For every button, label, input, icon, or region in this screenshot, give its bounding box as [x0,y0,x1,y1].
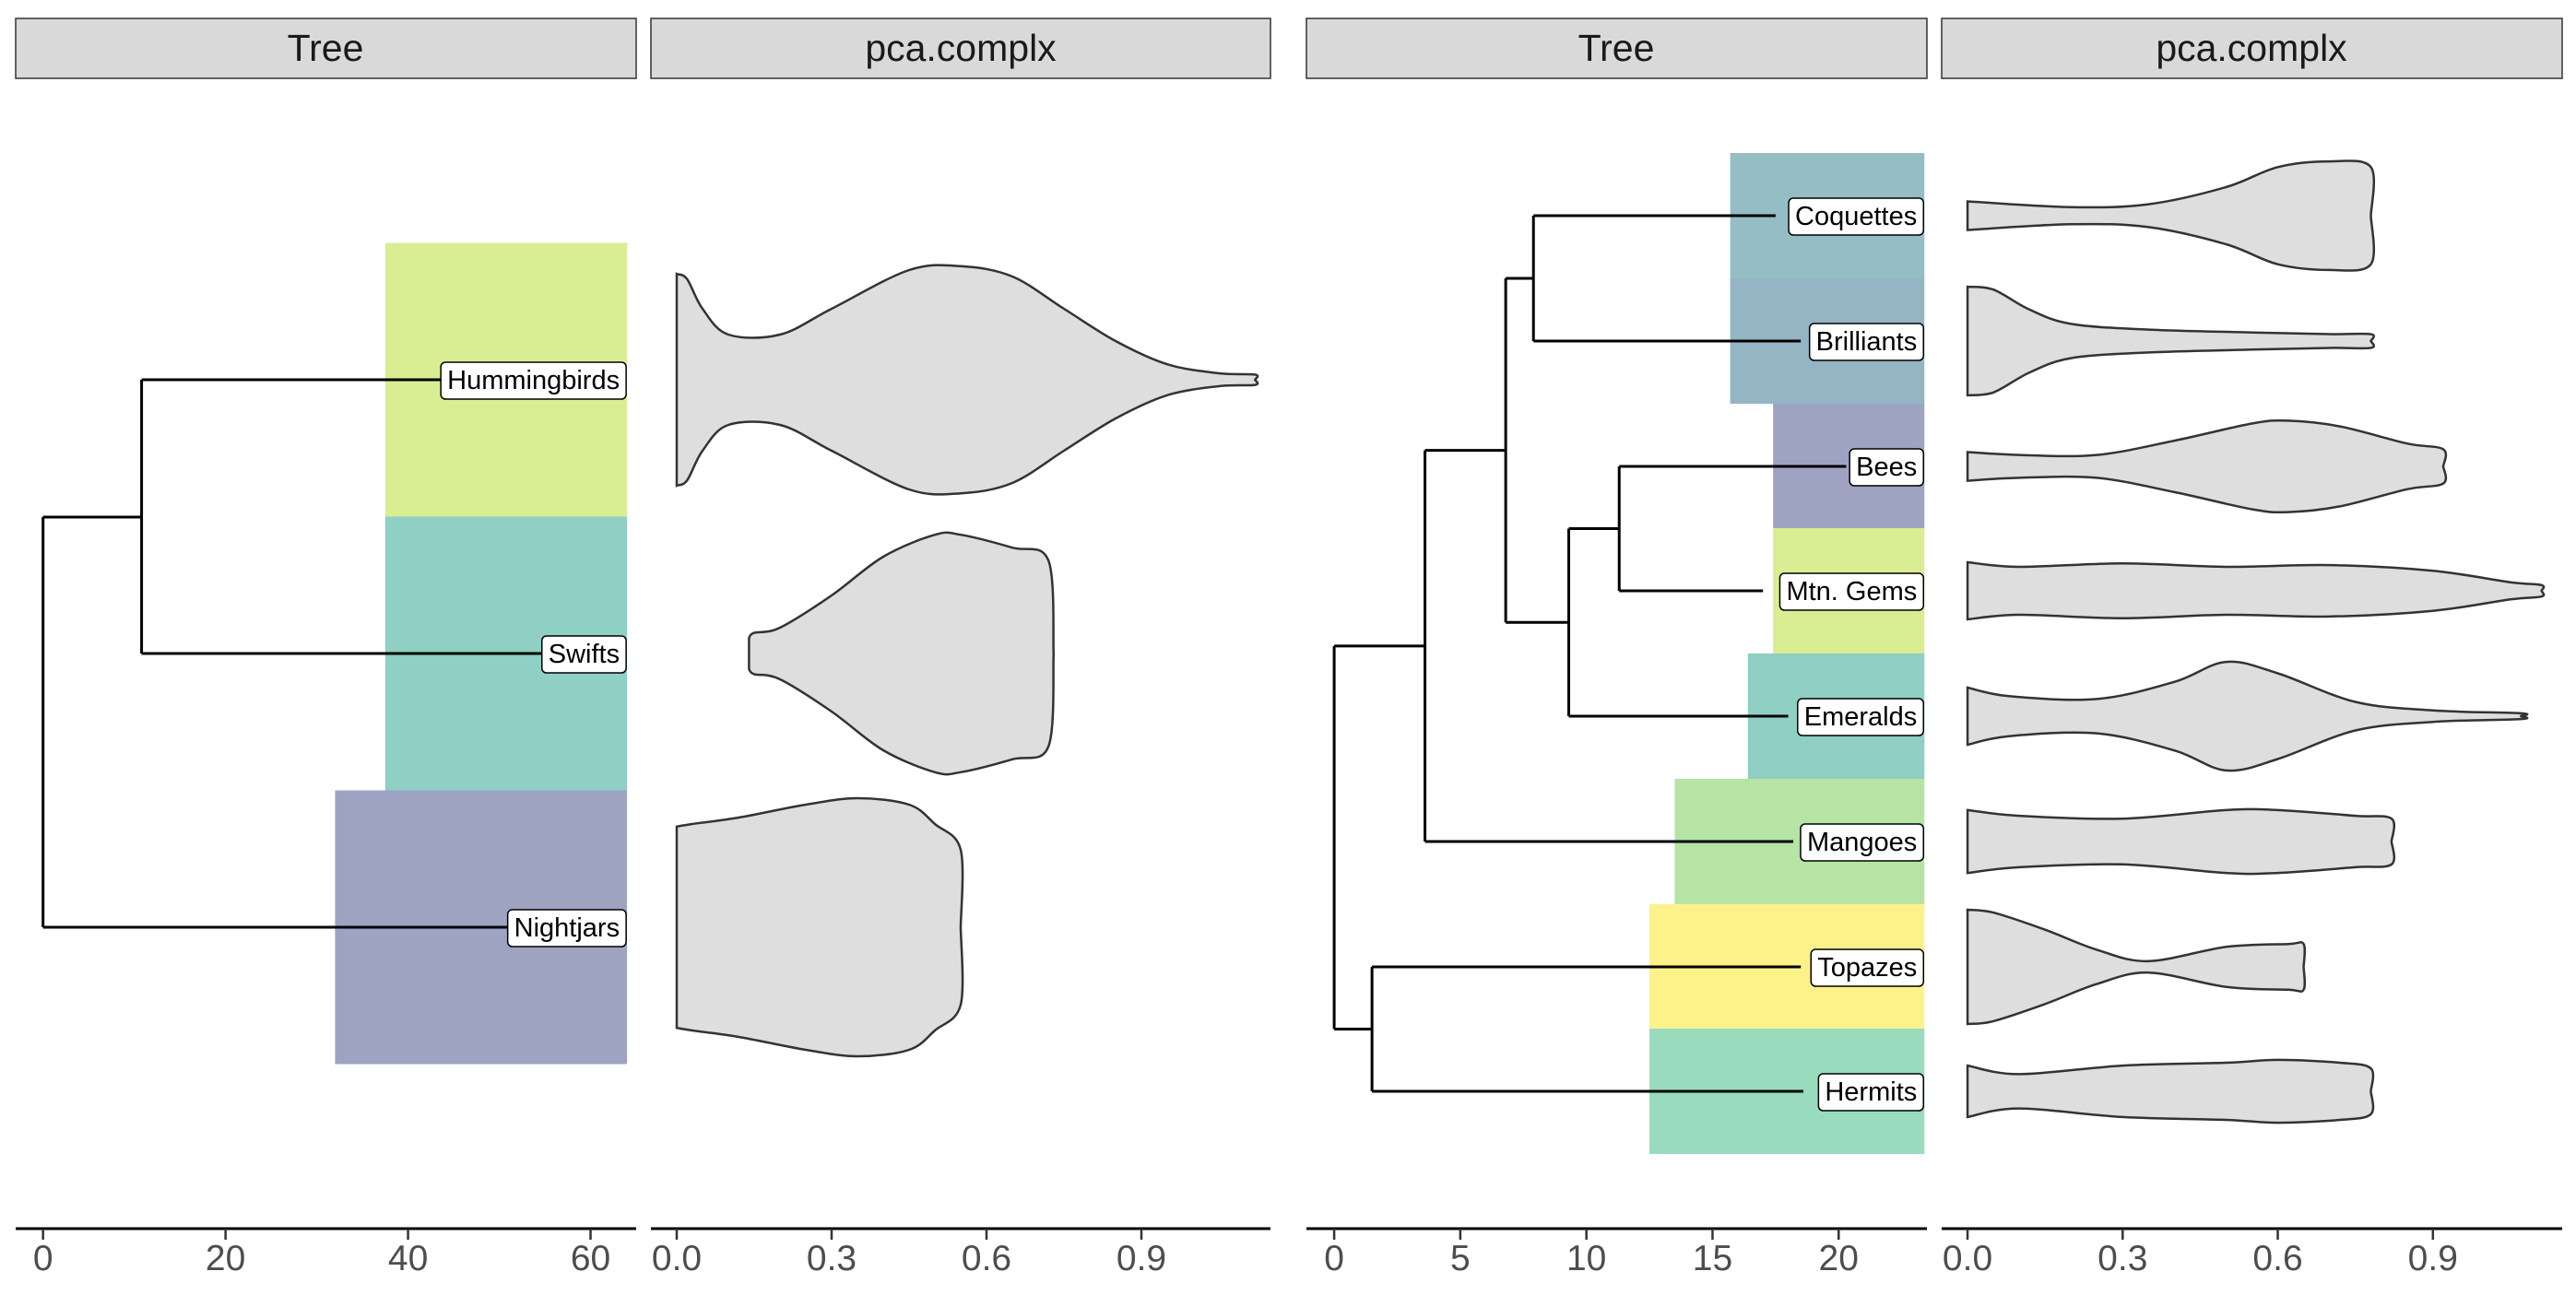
tip-label-box [541,635,627,674]
tip-label-coquettes: Coquettes [1788,197,1925,236]
tip-label-box [1817,1073,1925,1112]
tip-label-box [1849,448,1925,487]
violin-brilliants [1966,285,2376,397]
x-tick-label: 0.3 [2097,1239,2147,1278]
violin-bees [1966,418,2448,514]
x-tick-label: 0 [1324,1239,1344,1278]
plot-area-violin-left [675,264,1259,1058]
tip-label-text: Mangoes [1807,828,1917,857]
tip-label-text: Coquettes [1795,202,1917,231]
violin-nightjars [675,796,964,1058]
tip-label-text: Hermits [1825,1077,1917,1107]
x-axis-ticks-violin-left: 0.0 0.3 0.6 0.9 [652,1229,1166,1278]
plot-area-tree-left: Hummingbirds Swifts Nightjars [41,242,628,1065]
strip-title-tree-right: Tree [1578,27,1655,69]
strip-bg-tree-left [15,18,637,79]
strip-bg-violin-right [1941,18,2563,79]
strip-title-tree-left: Tree [288,27,364,69]
tip-label-box [1800,823,1925,862]
x-tick-label: 0.6 [2252,1239,2302,1278]
plot-area-tree-right: Coquettes Brilliants Bees Mtn. Gems Emeralds… [1332,153,1925,1154]
tip-label-text: Topazes [1817,953,1917,983]
tip-label-text: Mtn. Gems [1786,577,1917,606]
tip-label-box [1797,698,1925,736]
violin-hermits [1966,1058,2375,1124]
violin-mangoes [1966,807,2396,876]
x-tick-label: 20 [1819,1239,1859,1278]
x-tick-label: 60 [571,1239,610,1278]
tip-label-box [1808,323,1925,361]
tip-label-hermits: Hermits [1817,1073,1925,1112]
x-tick-label: 20 [206,1239,245,1278]
strip-title-violin-left: pca.complx [865,27,1057,69]
panel-tree-right: Tree Coquettes Brilliants Bees Mtn. Gems Eme… [1306,18,1928,1278]
strip-bg-violin-left [650,18,1271,79]
x-tick-label: 0.9 [2408,1239,2458,1278]
violin-topazes [1966,908,2307,1026]
x-tick-label: 0.9 [1117,1239,1166,1278]
violin-swifts [748,531,1056,776]
tip-label-box [440,361,627,400]
panel-violin-left: pca.complx 0.0 0.3 0.6 0.9 [650,18,1271,1278]
x-axis-ticks-tree-right: 0 5 10 15 20 [1324,1229,1859,1278]
violin-emeralds [1966,660,2529,772]
violin-hummingbirds [675,264,1259,496]
x-tick-label: 0.0 [652,1239,702,1278]
x-tick-label: 0 [33,1239,53,1278]
x-axis-ticks-violin-right: 0.0 0.3 0.6 0.9 [1943,1229,2458,1278]
x-tick-label: 10 [1566,1239,1606,1278]
panel-violin-right: pca.complx 0.0 0.3 0.6 0.9 [1941,18,2563,1278]
tip-label-text: Nightjars [514,913,620,943]
x-tick-label: 0.6 [962,1239,1011,1278]
panel-tree-left: Tree Hummingbirds Swifts Nightjars 0 20 40 60 [15,18,637,1278]
tip-label-box [1810,948,1925,987]
strip-bg-tree-right [1306,18,1928,79]
tip-label-mangoes: Mangoes [1800,823,1925,862]
tip-label-text: Brilliants [1816,327,1918,357]
tip-label-box [1778,572,1925,611]
tip-label-nightjars: Nightjars [506,909,627,948]
tip-label-emeralds: Emeralds [1797,698,1925,736]
violin-mtn-gems [1966,560,2546,621]
tip-label-mtn-gems: Mtn. Gems [1778,572,1925,611]
x-tick-label: 15 [1693,1239,1732,1278]
violin-coquettes [1966,159,2376,272]
tip-label-hummingbirds: Hummingbirds [440,361,627,400]
tip-label-text: Emeralds [1804,702,1918,732]
tip-label-box [1788,197,1925,236]
x-tick-label: 0.0 [1943,1239,1992,1278]
x-axis-ticks-tree-left: 0 20 40 60 [33,1229,610,1278]
tip-label-text: Bees [1856,453,1917,482]
x-tick-label: 5 [1450,1239,1471,1278]
tip-label-text: Hummingbirds [447,366,620,395]
tip-label-box [506,909,627,948]
x-tick-label: 40 [388,1239,428,1278]
tip-label-brilliants: Brilliants [1808,323,1925,361]
tip-label-topazes: Topazes [1810,948,1925,987]
tip-label-swifts: Swifts [541,635,627,674]
tip-label-text: Swifts [549,640,620,669]
strip-title-violin-right: pca.complx [2156,27,2347,69]
x-tick-label: 0.3 [807,1239,857,1278]
tip-label-bees: Bees [1849,448,1925,487]
plot-area-violin-right [1966,159,2546,1124]
